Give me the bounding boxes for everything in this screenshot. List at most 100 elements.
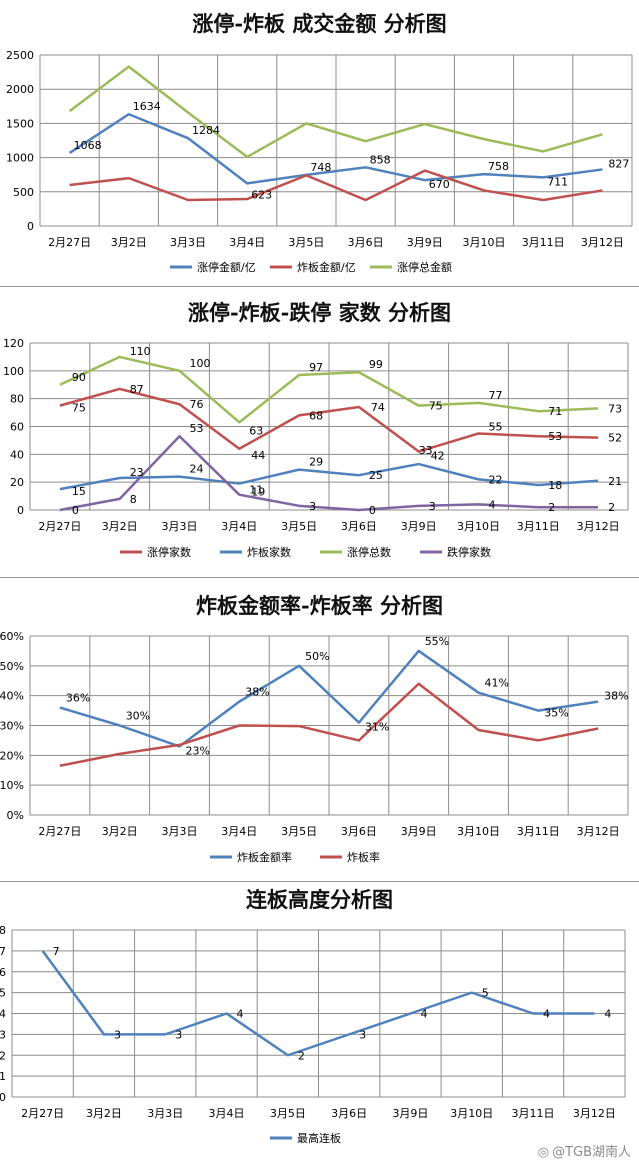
data-label: 3 <box>359 1028 366 1041</box>
series-line <box>59 355 599 424</box>
data-label: 4 <box>604 1008 611 1021</box>
y-tick-label: 100 <box>3 365 24 378</box>
y-tick-label: 40% <box>0 690 24 703</box>
data-label: 11 <box>249 484 263 497</box>
data-label: 19 <box>251 486 265 499</box>
x-tick-label: 3月9日 <box>407 236 443 249</box>
x-tick-label: 3月3日 <box>162 825 198 838</box>
data-label: 21 <box>608 475 622 488</box>
data-label: 74 <box>371 401 385 414</box>
data-label: 7 <box>53 945 60 958</box>
x-tick-label: 3月12日 <box>577 825 620 838</box>
data-label: 63 <box>249 424 263 437</box>
data-label: 77 <box>489 389 503 402</box>
data-label: 71 <box>548 405 562 418</box>
series-line <box>68 65 603 159</box>
rate-line-chart: 0% 10% 20% 30% 40% 50% 60% 2月27日 3月2日 3月3日 3月4日 3月5… <box>0 630 629 864</box>
y-tick-label: 80 <box>10 393 24 406</box>
y-tick-label: 500 <box>13 186 34 199</box>
series-line <box>41 950 595 1057</box>
legend-item: 涨停金额/亿 <box>170 260 256 274</box>
y-tick-label: 60% <box>0 630 24 643</box>
data-label: 52 <box>608 432 622 445</box>
data-label: 87 <box>130 383 144 396</box>
legend-label: 涨停金额/亿 <box>197 260 256 274</box>
x-tick-label: 2月27日 <box>48 236 91 249</box>
data-label: 76 <box>190 398 204 411</box>
data-label: 23 <box>130 466 144 479</box>
x-tick-label: 3月6日 <box>348 236 384 249</box>
data-label: 22 <box>489 473 503 486</box>
data-label: 75 <box>72 402 86 415</box>
data-label: 4 <box>543 1008 550 1021</box>
y-tick-label: 1 <box>0 1070 6 1083</box>
x-tick-label: 3月12日 <box>581 236 624 249</box>
series-line <box>59 649 599 748</box>
height-line-chart: 0 1 2 3 4 5 6 7 8 2月27日 3月2日 3月3日 3月4日 3月5日 3月6日 3月9日 3月… <box>0 924 626 1145</box>
x-tick-label: 3月2日 <box>86 1107 122 1120</box>
series-line <box>59 434 599 512</box>
x-tick-label: 3月9日 <box>401 825 437 838</box>
x-tick-label: 3月9日 <box>401 520 437 533</box>
legend-item: 炸板金额/亿 <box>270 260 356 274</box>
data-label: 36% <box>66 692 90 705</box>
data-label: 5 <box>482 987 489 1000</box>
chart-panel-height: 连板高度分析图 0 1 2 3 4 5 6 7 8 2月27日 3月2日 3月3日 3月4日 3月5日 3月… <box>0 882 639 1164</box>
legend-item: 跌停家数 <box>420 545 491 559</box>
data-label: 4 <box>420 1008 427 1021</box>
x-tick-label: 3月4日 <box>221 825 257 838</box>
data-label: 2 <box>608 501 615 514</box>
y-tick-label: 10% <box>0 779 24 792</box>
y-tick-label: 7 <box>0 945 6 958</box>
data-label: 53 <box>190 422 204 435</box>
data-label: 8 <box>130 493 137 506</box>
y-tick-label: 20% <box>0 749 24 762</box>
panel-divider <box>0 577 639 578</box>
x-tick-label: 3月12日 <box>573 1107 616 1120</box>
legend-item: 炸板率 <box>320 850 380 864</box>
x-tick-label: 3月5日 <box>288 236 324 249</box>
x-tick-label: 3月11日 <box>522 236 565 249</box>
data-label: 4 <box>237 1008 244 1021</box>
panel-divider <box>0 881 639 882</box>
x-tick-label: 3月10日 <box>457 520 500 533</box>
x-tick-label: 3月10日 <box>450 1107 493 1120</box>
grid <box>29 342 629 511</box>
y-tick-label: 6 <box>0 966 6 979</box>
data-label: 41% <box>485 677 509 690</box>
x-tick-label: 3月3日 <box>147 1107 183 1120</box>
data-label: 18 <box>548 479 562 492</box>
x-tick-label: 3月6日 <box>341 520 377 533</box>
legend-item: 涨停家数 <box>120 545 191 559</box>
data-label: 50% <box>305 650 329 663</box>
chart-panel-counts: 涨停-炸板-跌停 家数 分析图 0 20 40 60 80 100 120 2月27日 3月2日… <box>0 287 639 577</box>
y-tick-label: 20 <box>10 476 24 489</box>
chart-title-amount: 涨停-炸板 成交金额 分析图 <box>192 11 447 36</box>
x-tick-label: 3月11日 <box>517 825 560 838</box>
data-label: 3 <box>429 500 436 513</box>
legend-label: 最高连板 <box>297 1131 341 1145</box>
data-label: 623 <box>251 188 272 201</box>
data-label: 670 <box>429 178 450 191</box>
data-label: 3 <box>309 500 316 513</box>
data-label: 29 <box>309 456 323 469</box>
y-tick-label: 0 <box>27 220 34 233</box>
data-label: 68 <box>309 409 323 422</box>
data-label: 110 <box>130 345 151 358</box>
data-label: 35% <box>544 707 568 720</box>
y-tick-label: 40 <box>10 448 24 461</box>
y-tick-label: 2500 <box>6 49 34 62</box>
data-label: 55% <box>425 635 449 648</box>
x-tick-label: 3月2日 <box>111 236 147 249</box>
legend-label: 炸板金额/亿 <box>297 260 356 274</box>
y-tick-label: 2000 <box>6 83 34 96</box>
y-tick-label: 4 <box>0 1008 6 1021</box>
legend-label: 炸板金额率 <box>237 850 292 864</box>
data-label: 99 <box>369 358 383 371</box>
data-label: 53 <box>548 430 562 443</box>
data-label: 827 <box>608 157 629 170</box>
data-label: 758 <box>488 160 509 173</box>
data-label: 73 <box>608 402 622 415</box>
data-label: 23% <box>186 744 210 757</box>
